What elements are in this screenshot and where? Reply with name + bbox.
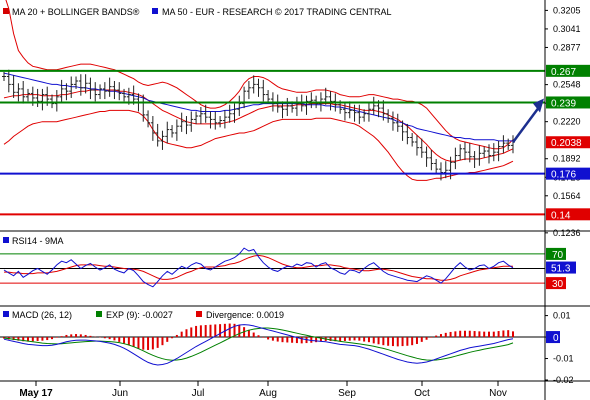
x-tick-label: Jul	[192, 388, 205, 399]
level-tag	[546, 167, 590, 180]
rsi-level-label: 30	[552, 279, 564, 290]
legend-swatch-divergence	[196, 311, 202, 317]
macd-signal-line	[3, 327, 514, 361]
x-tick-label: Sep	[338, 388, 356, 399]
x-tick-label: Oct	[414, 388, 430, 399]
rsi-current-tag	[546, 261, 576, 274]
ma20-line	[3, 89, 514, 162]
current-price-tag	[546, 136, 590, 149]
legend-rsi: RSI14 - 9MA	[12, 236, 64, 246]
macd-y-tick-label: 0.01	[553, 311, 571, 321]
level-tag-label: 0.239	[551, 98, 576, 109]
legend-ma20: MA 20 + BOLLINGER BANDS®	[12, 7, 140, 17]
rsi-ma-line	[4, 254, 513, 281]
price-y-tick-label: 0.2220	[553, 117, 581, 127]
price-legend: MA 20 + BOLLINGER BANDS® MA 50 - EUR - R…	[3, 7, 392, 17]
projection-arrow-head	[533, 98, 544, 113]
rsi-level-tag	[546, 277, 566, 290]
level-tag	[546, 96, 590, 109]
price-y-tick-label: 0.2877	[553, 42, 581, 52]
legend-swatch-ma50	[152, 8, 158, 14]
macd-y-tick-label: -0.02	[553, 375, 574, 385]
price-y-tick-label: 0.2548	[553, 80, 581, 90]
macd-legend: MACD (26, 12) EXP (9): -0.0027 Divergenc…	[3, 310, 284, 320]
legend-swatch-signal	[96, 311, 102, 317]
legend-swatch-rsi	[3, 237, 9, 243]
macd-y-tick-label: -0.01	[553, 354, 574, 364]
x-tick-label: May 17	[19, 388, 53, 399]
x-tick-label: Nov	[489, 388, 507, 399]
price-y-tick-label: 0.1564	[553, 191, 581, 201]
current-price-label: 0.2038	[551, 138, 582, 149]
rsi-level-tag	[546, 247, 566, 260]
level-tag	[546, 208, 590, 221]
macd-current-label: 0	[553, 333, 559, 344]
x-tick-label: Aug	[259, 388, 277, 399]
x-tick-label: Jun	[112, 388, 128, 399]
legend-macd: MACD (26, 12)	[12, 310, 72, 320]
legend-swatch-macd	[3, 311, 9, 317]
level-tag-label: 0.14	[551, 210, 571, 221]
price-y-tick-label: 0.3205	[553, 5, 581, 15]
bollinger-lower-line	[3, 109, 514, 181]
macd-plot: 0.01 -0.01 -0.02 0	[0, 311, 574, 385]
price-y-tick-label: 0.1892	[553, 154, 581, 164]
macd-current-tag	[546, 331, 560, 344]
level-tag-label: 0.267	[551, 67, 576, 78]
rsi-current-label: 51.3	[551, 264, 571, 275]
rsi-plot: 70 30 51.3	[0, 247, 576, 290]
rsi-level-label: 70	[552, 250, 564, 261]
projection-arrow-shaft	[511, 103, 543, 143]
legend-signal: EXP (9): -0.0027	[106, 310, 173, 320]
bollinger-upper-line	[5, 0, 514, 150]
level-tag-label: 0.176	[551, 170, 576, 181]
price-y-tick-label: 0.1236	[553, 228, 581, 238]
price-y-tick-label: 0.3041	[553, 24, 581, 34]
level-tag	[546, 64, 590, 77]
rsi-line	[3, 247, 514, 288]
rsi-legend: RSI14 - 9MA	[3, 236, 64, 246]
legend-divergence: Divergence: 0.0019	[206, 310, 284, 320]
ma50-line	[3, 72, 513, 142]
price-plot: 0.32050.30410.28770.25480.23840.22200.18…	[0, 0, 590, 238]
macd-line	[3, 324, 514, 366]
legend-swatch-ma20	[3, 8, 9, 14]
legend-ma50: MA 50 - EUR - RESEARCH © 2017 TRADING CE…	[162, 7, 392, 17]
